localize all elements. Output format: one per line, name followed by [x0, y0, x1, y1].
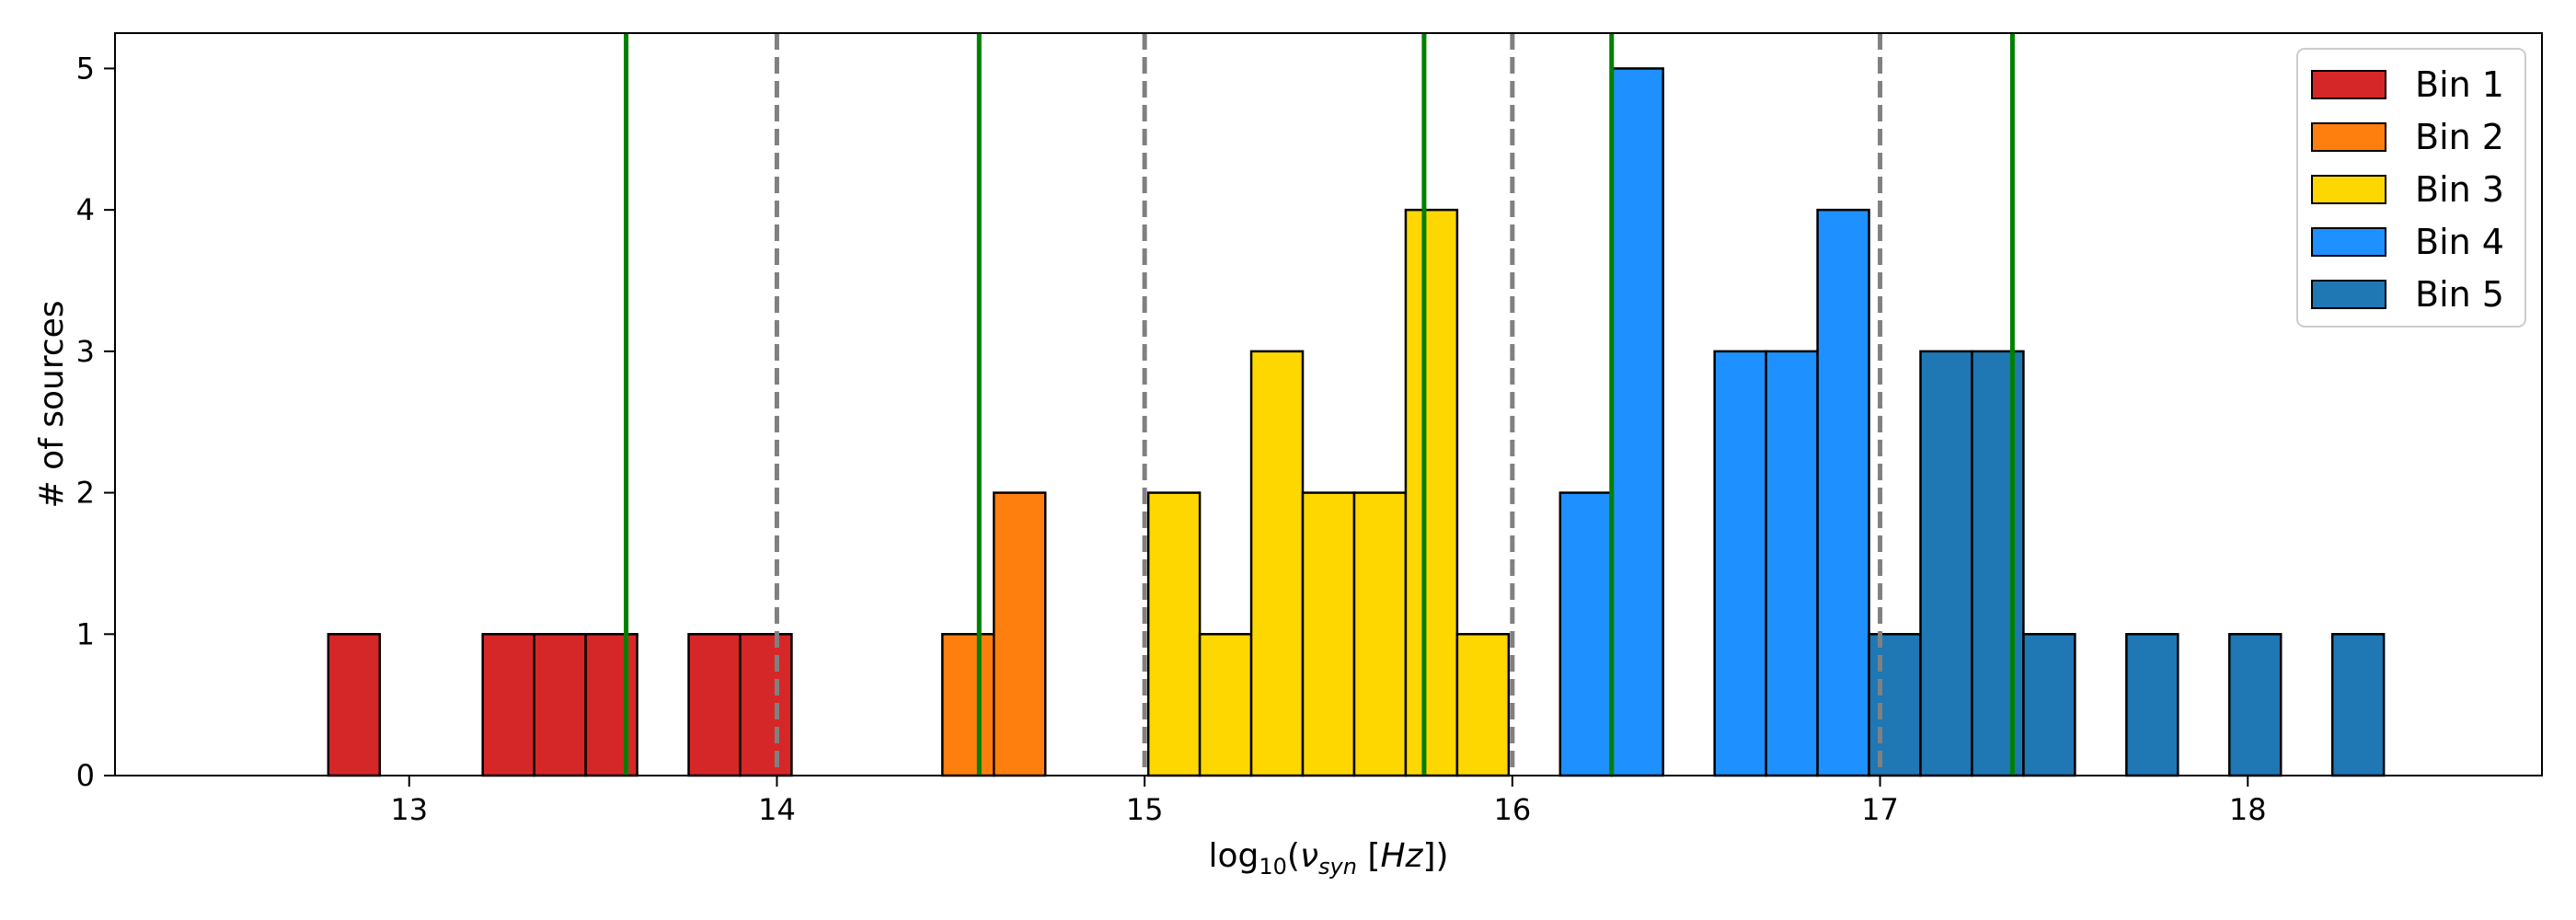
- bar-bin3-3: [1249, 350, 1305, 777]
- bar-bin3-5: [1352, 491, 1408, 777]
- y-tick-label-5: 5: [76, 51, 95, 86]
- x-tick-label-16: 16: [1493, 792, 1531, 827]
- bar-bin5-3: [1971, 350, 2025, 777]
- x-tick-label-14: 14: [758, 792, 796, 827]
- y-tick-label-1: 1: [76, 616, 95, 651]
- bars-layer: [224, 67, 2469, 777]
- legend-swatch-bin3: [2311, 175, 2386, 204]
- reference-lines-layer: [624, 33, 2015, 776]
- x-axis-label-base: 10: [1259, 854, 1287, 880]
- bar-bin4-1: [1558, 491, 1614, 777]
- bar-bin4-2: [1610, 67, 1664, 777]
- bar-bin3-4: [1301, 491, 1356, 777]
- legend-box: [2296, 48, 2526, 328]
- bar-bin4-4: [1765, 350, 1819, 777]
- legend-label-bin1: Bin 1: [2415, 64, 2504, 105]
- x-axis-ticks: 13 14 15 16 17 18: [390, 776, 2267, 827]
- legend-label-bin3: Bin 3: [2415, 169, 2504, 210]
- bar-bin5-5: [2125, 633, 2179, 777]
- legend-swatch-bin2: [2311, 122, 2386, 152]
- x-axis-label-nu: ν: [1300, 837, 1318, 875]
- legend: Bin 1 Bin 2 Bin 3 Bin 4 Bin 5: [2296, 48, 2526, 328]
- bar-bin4-3: [1713, 350, 1767, 777]
- y-axis-ticks: 0 1 2 3 4 5: [76, 51, 115, 793]
- bar-bin1-6: [739, 633, 793, 777]
- x-axis-label-log: log: [1208, 837, 1259, 875]
- x-axis-label-sub: syn: [1318, 854, 1357, 880]
- y-tick-label-2: 2: [76, 476, 95, 511]
- bar-bin2-2: [993, 491, 1047, 777]
- legend-label-bin5: Bin 5: [2415, 274, 2504, 315]
- y-tick-label-3: 3: [76, 334, 95, 369]
- bar-bin5-2: [1919, 350, 1973, 777]
- legend-swatch-bin4: [2311, 227, 2386, 257]
- bar-bin1-3: [533, 633, 587, 777]
- legend-label-bin4: Bin 4: [2415, 222, 2504, 262]
- bar-bin1-4: [584, 633, 638, 777]
- x-tick-label-13: 13: [390, 792, 428, 827]
- bar-bin1-2: [481, 633, 535, 777]
- y-tick-label-0: 0: [76, 758, 95, 793]
- legend-swatch-bin1: [2311, 70, 2386, 99]
- legend-swatch-bin5: [2311, 280, 2386, 309]
- bar-bin3-7: [1455, 633, 1511, 777]
- y-tick-label-4: 4: [76, 192, 95, 227]
- x-axis-label-open: (: [1287, 837, 1300, 875]
- legend-label-bin2: Bin 2: [2415, 117, 2504, 157]
- bar-bin2-1: [941, 633, 995, 777]
- x-tick-label-18: 18: [2229, 792, 2267, 827]
- plot-frame: [114, 32, 2543, 776]
- bar-bin4-5: [1816, 208, 1870, 777]
- x-axis-label-close: ]): [1422, 837, 1448, 875]
- x-tick-label-17: 17: [1861, 792, 1899, 827]
- bar-bin3-2: [1198, 633, 1253, 777]
- bar-bin1-1: [327, 633, 382, 777]
- bar-bin5-7: [2330, 633, 2386, 777]
- bar-bin3-6: [1404, 208, 1459, 777]
- y-axis-label: # of sources: [33, 300, 71, 508]
- bar-bin5-1: [1868, 633, 1922, 777]
- x-tick-label-15: 15: [1126, 792, 1164, 827]
- bar-bin5-6: [2228, 633, 2283, 777]
- x-axis-label-hz: Hz: [1380, 837, 1423, 875]
- x-axis-label-unit: [: [1357, 837, 1381, 875]
- bar-bin5-4: [2022, 633, 2076, 777]
- bar-bin3-1: [1146, 491, 1202, 777]
- x-axis-label: log10(νsyn [Hz]): [1208, 837, 1448, 880]
- bar-bin1-5: [687, 633, 742, 777]
